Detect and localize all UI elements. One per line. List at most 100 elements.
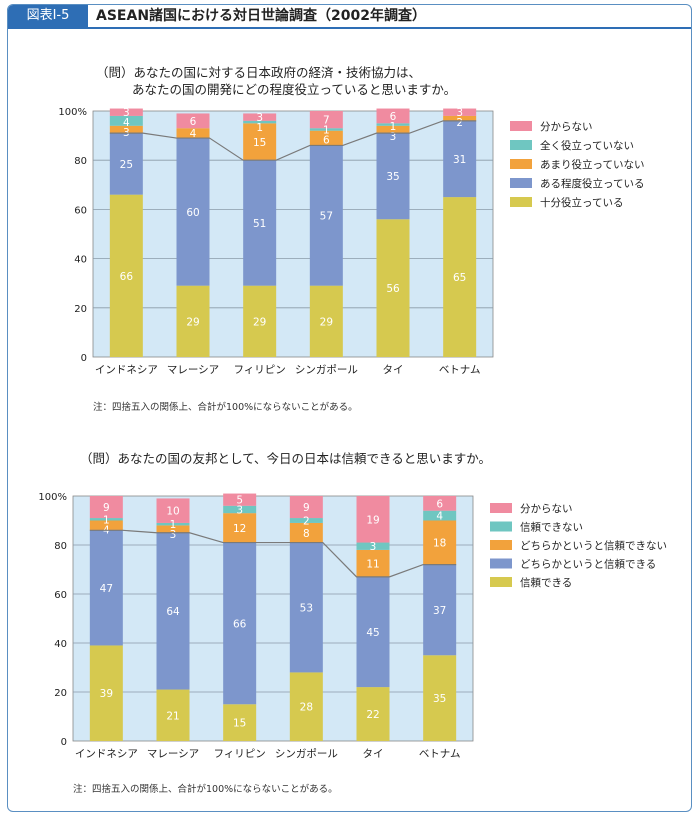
- chart2-bar-somewhat: [423, 564, 457, 656]
- chart1-plot-area: [92, 110, 494, 358]
- figure-title: ASEAN諸国における対日世論調査（2002年調査）: [96, 8, 426, 24]
- chart2-bar-yes: [289, 672, 323, 741]
- chart1-bar-yes: [176, 285, 210, 357]
- chart1-data-label: 31: [453, 154, 466, 166]
- chart1-legend-swatch: [510, 140, 532, 150]
- chart1-legend-swatch: [510, 178, 532, 188]
- chart2-data-label: 2: [303, 516, 310, 528]
- chart1-data-label: 56: [386, 283, 400, 295]
- chart1-bar-somewhat: [309, 145, 343, 286]
- chart1-data-label: 7: [323, 115, 330, 127]
- chart2-data-label: 10: [166, 506, 179, 518]
- chart2-ytick-label: 0: [61, 737, 67, 748]
- chart1-xtick-label: フィリピン: [234, 364, 286, 376]
- chart1-xtick-label: インドネシア: [95, 364, 158, 376]
- chart2-legend-label: どちらかというと信頼できない: [520, 540, 667, 552]
- chart2-legend-label: どちらかというと信頼できる: [520, 559, 656, 571]
- chart1-bar-somewhat: [443, 120, 477, 198]
- chart1-ytick-label: 100%: [58, 107, 87, 118]
- chart2-bar-not-much: [223, 513, 257, 543]
- chart1-note: 注：四捨五入の関係上、合計が100%にならないことがある。: [93, 402, 358, 413]
- chart1-connector-line: [109, 120, 477, 161]
- chart2-data-label: 1: [103, 514, 110, 526]
- chart1-data-label: 51: [253, 218, 266, 230]
- chart2-data-label: 35: [433, 693, 446, 705]
- chart2-bar-somewhat: [156, 532, 190, 690]
- chart2-data-label: 21: [166, 710, 179, 722]
- chart2-legend-label: 信頼できる: [520, 577, 572, 589]
- chart1-data-label: 15: [253, 137, 266, 149]
- chart2-xtick-label: シンガポール: [275, 748, 338, 760]
- chart1-bar-yes: [109, 194, 143, 357]
- chart2-data-label: 9: [103, 502, 110, 514]
- chart1-question-line1: （問）あなたの国に対する日本政府の経済・技術協力は、: [96, 65, 422, 80]
- chart1-bar-dont-know: [109, 108, 143, 116]
- chart1-bar-not-much: [443, 115, 477, 121]
- chart1-data-label: 6: [190, 116, 197, 128]
- chart1-data-label: 3: [256, 112, 263, 124]
- chart1-bar-yes: [376, 219, 410, 357]
- chart1-legend-label: ある程度役立っている: [540, 177, 644, 190]
- chart1-data-label: 6: [323, 135, 330, 147]
- chart2-xtick-label: インドネシア: [75, 748, 138, 760]
- chart2-plot-area: [72, 495, 474, 742]
- chart2-legend-swatch: [490, 558, 512, 569]
- chart2-legend-label: 信頼できない: [520, 522, 583, 534]
- chart1-bar-dont-know: [376, 108, 410, 124]
- chart1-data-label: 6: [390, 111, 397, 123]
- chart2-data-label: 6: [436, 498, 443, 510]
- chart1-legend-swatch: [510, 159, 532, 169]
- chart2-data-label: 39: [100, 688, 113, 700]
- chart1-legend-swatch: [510, 121, 532, 131]
- title-rule: [8, 27, 691, 29]
- chart1-data-label: 3: [390, 131, 397, 143]
- chart2-bar-somewhat: [289, 542, 323, 673]
- chart1-data-label: 1: [390, 121, 397, 133]
- chart1-data-label: 4: [123, 117, 130, 129]
- chart2-bar-no: [156, 522, 190, 526]
- chart2-ytick-label: 20: [54, 688, 67, 699]
- chart2-legend-swatch: [490, 577, 512, 587]
- chart2-bar-not-much: [156, 525, 190, 533]
- chart1-xtick-label: ベトナム: [439, 364, 481, 376]
- chart1-data-label: 3: [123, 107, 130, 119]
- chart1-legend-label: 全く役立っていない: [540, 139, 634, 152]
- chart1-ytick-label: 60: [74, 205, 87, 216]
- chart1-bar-not-much: [309, 130, 343, 146]
- chart1-ytick-label: 20: [74, 304, 87, 315]
- chart2-data-label: 18: [433, 538, 446, 550]
- chart1-data-label: 60: [186, 207, 199, 219]
- chart2-bar-yes: [89, 645, 123, 741]
- chart1-bar-not-much: [109, 125, 143, 134]
- chart1-ytick-label: 80: [74, 156, 87, 167]
- chart2-data-label: 3: [170, 529, 177, 541]
- chart1-bar-dont-know: [243, 113, 277, 121]
- chart2-legend-label: 分からない: [520, 503, 573, 515]
- chart1-data-label: 29: [253, 316, 266, 328]
- chart1-bar-yes: [243, 285, 277, 357]
- chart2-bar-dont-know: [289, 496, 323, 519]
- chart1-bar-not-much: [376, 125, 410, 134]
- chart2-data-label: 28: [300, 702, 313, 714]
- chart2-bar-not-much: [356, 549, 390, 577]
- chart1-data-label: 25: [120, 159, 133, 171]
- chart2-bar-somewhat: [356, 576, 390, 688]
- chart2-data-label: 5: [236, 495, 243, 507]
- chart1-bar-no: [243, 120, 277, 124]
- chart2-xtick-label: ベトナム: [419, 748, 461, 760]
- chart1-bar-somewhat: [109, 133, 143, 195]
- chart2-connector-line: [89, 529, 457, 578]
- chart2-data-label: 64: [166, 606, 180, 618]
- chart1-xtick-label: シンガポール: [295, 364, 358, 376]
- figure-frame: [7, 4, 692, 812]
- chart1-bar-not-much: [176, 128, 210, 139]
- chart1-bar-somewhat: [376, 133, 410, 220]
- chart1-legend-label: あまり役立っていない: [540, 158, 644, 171]
- chart2-question: （問）あなたの国の友邦として、今日の日本は信頼できると思いますか。: [80, 451, 492, 466]
- chart1-data-label: 29: [320, 316, 333, 328]
- chart2-data-label: 8: [303, 528, 310, 540]
- chart1-bar-not-much: [243, 123, 277, 161]
- chart2-bar-not-much: [89, 520, 123, 531]
- chart2-data-label: 3: [236, 505, 243, 517]
- chart2-data-label: 11: [366, 558, 379, 570]
